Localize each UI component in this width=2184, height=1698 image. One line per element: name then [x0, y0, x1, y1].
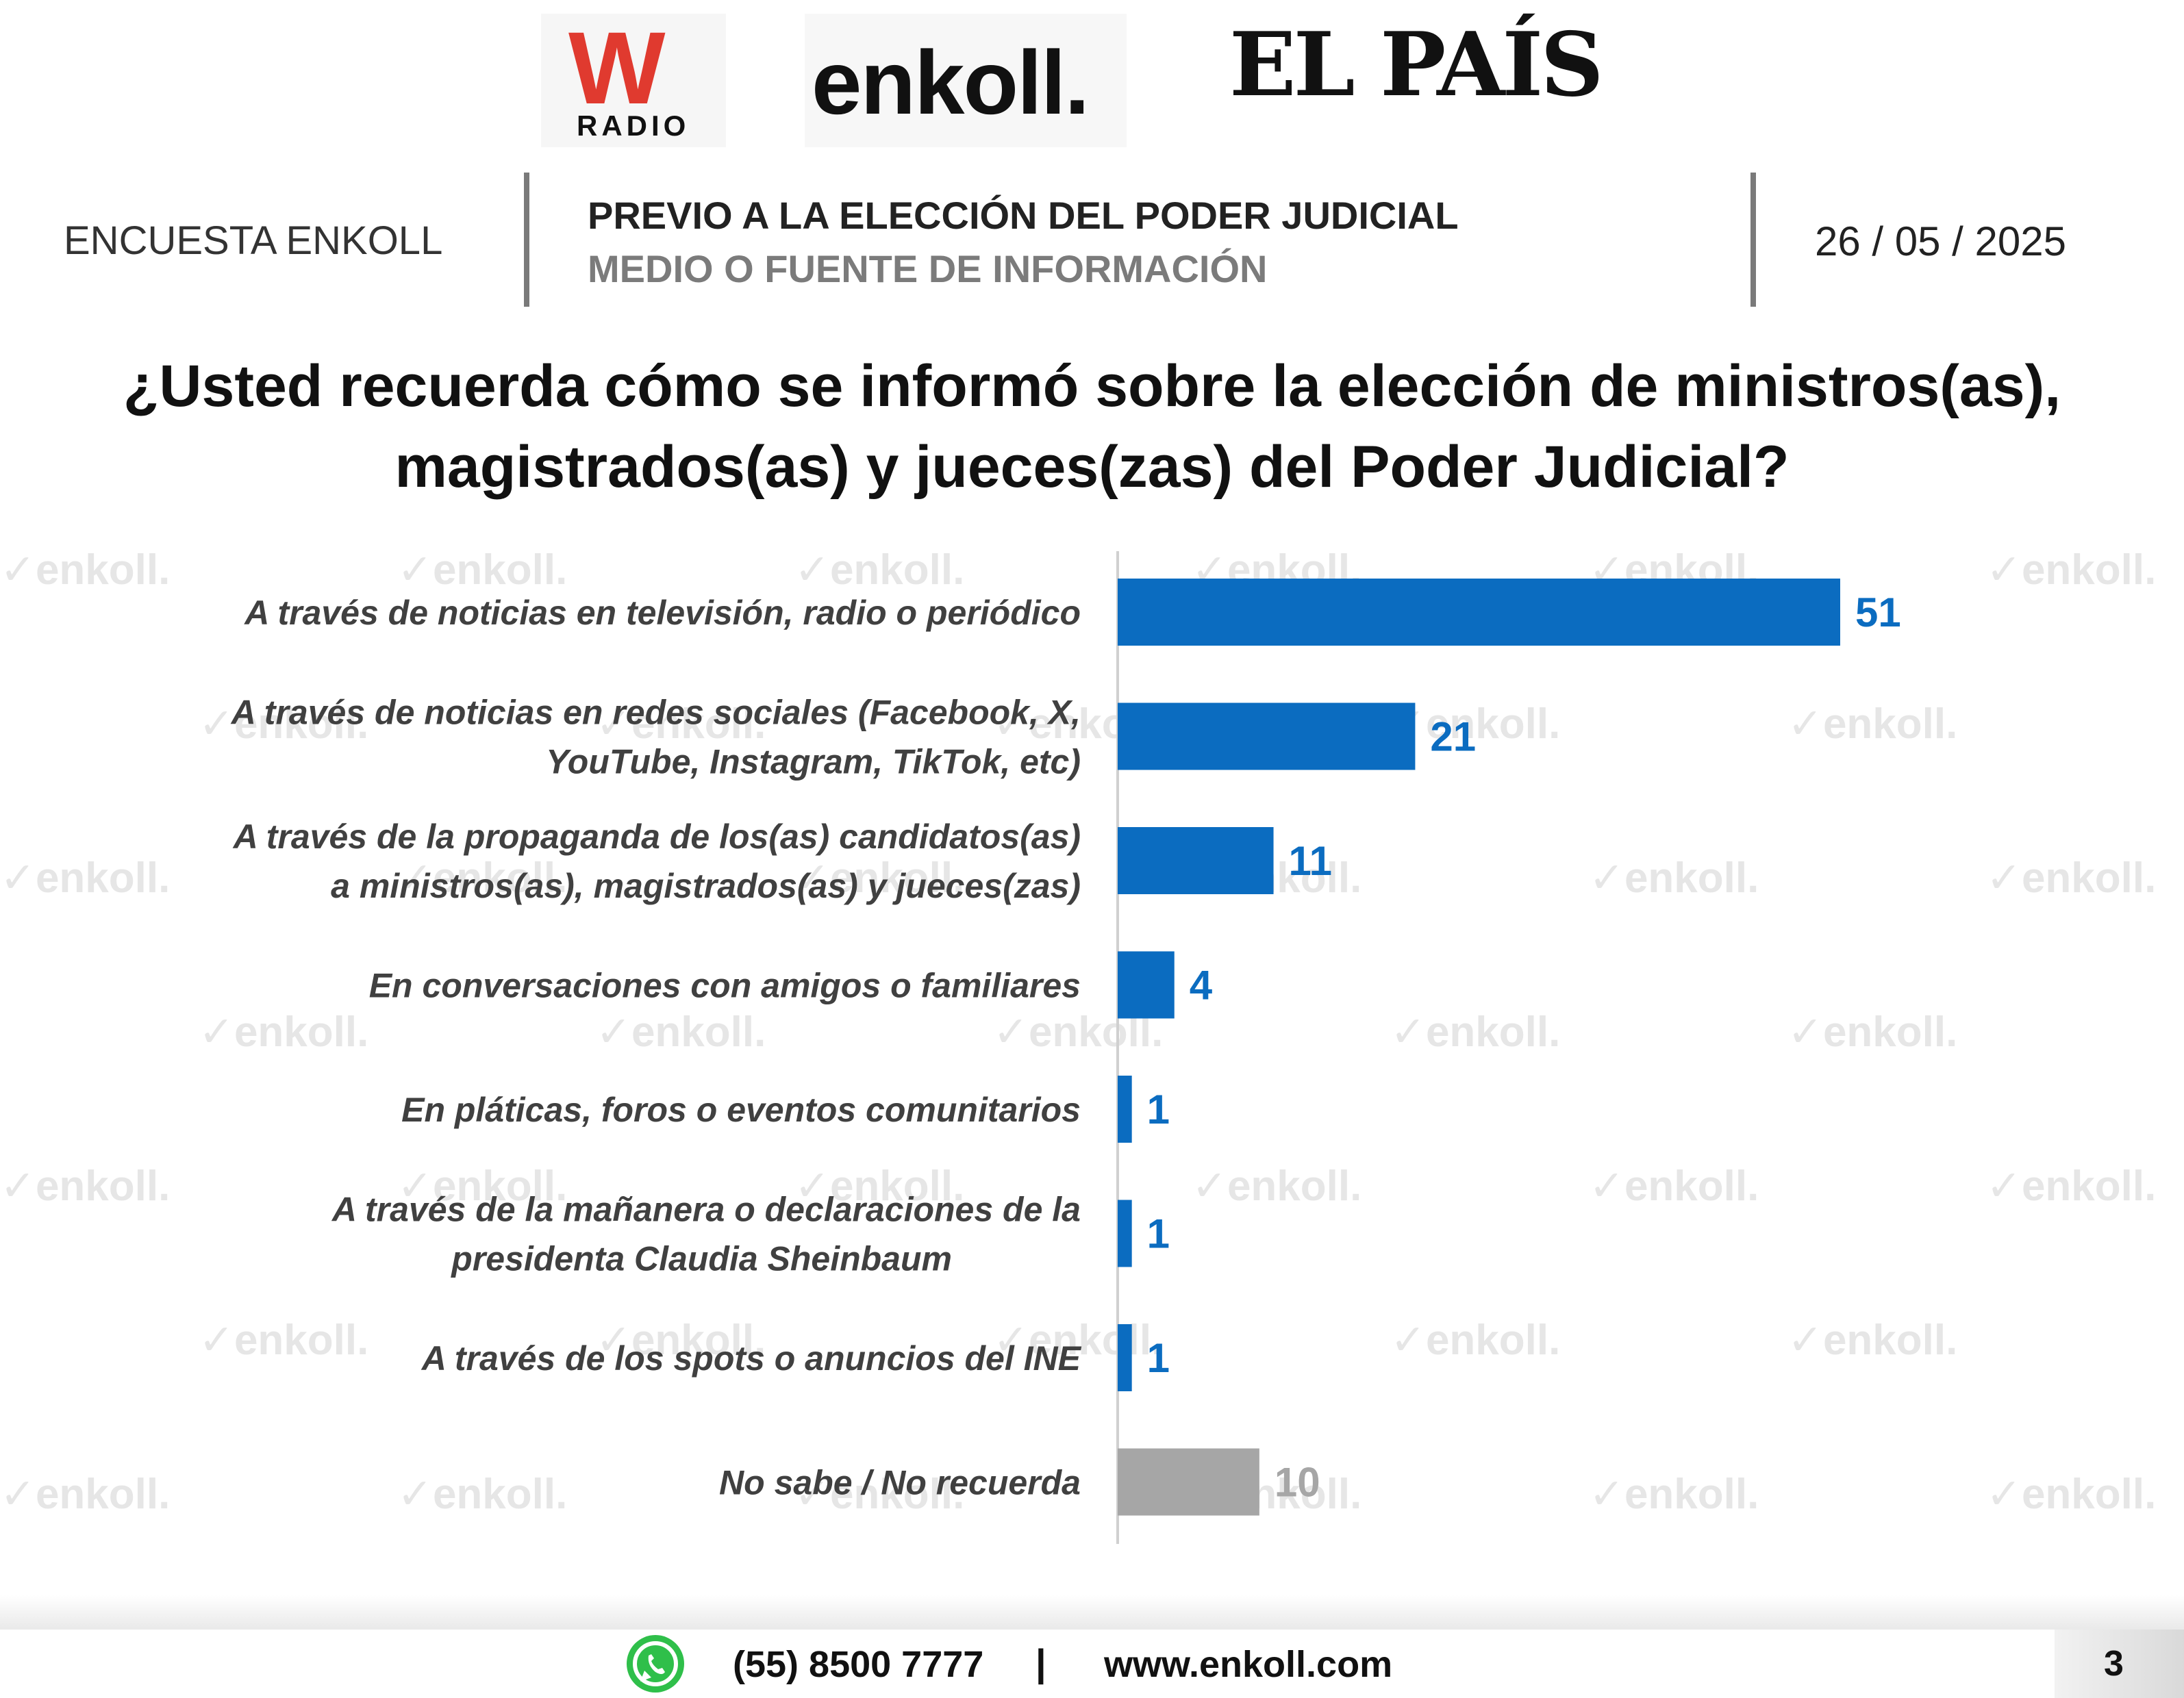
category-label: A través de los spots o anuncios del INE	[421, 1339, 1082, 1378]
enkoll-watermark: ✓enkoll.	[199, 700, 369, 748]
bar	[1118, 1076, 1132, 1143]
w-radio-mark: W	[568, 10, 666, 125]
bar-value-label: 1	[1147, 1087, 1170, 1132]
header-divider-right	[1750, 173, 1756, 307]
bar-value-label: 4	[1190, 963, 1213, 1009]
category-label: A través de noticias en redes sociales (…	[230, 694, 1081, 781]
enkoll-watermark: ✓enkoll.	[1986, 1471, 2157, 1518]
enkoll-watermark: ✓enkoll.	[1390, 1009, 1561, 1056]
enkoll-logo: enkoll.	[805, 14, 1127, 147]
footer-website[interactable]: www.enkoll.com	[1104, 1644, 1393, 1685]
header-divider-left	[524, 173, 529, 307]
enkoll-watermark: ✓enkoll.	[397, 1471, 568, 1518]
bar-value-label: 21	[1430, 714, 1476, 760]
enkoll-watermark: ✓enkoll.	[397, 1163, 568, 1210]
w-radio-sub: RADIO	[577, 110, 690, 142]
enkoll-watermark: ✓enkoll.	[1986, 546, 2157, 594]
bar	[1118, 1448, 1259, 1516]
footer-phone[interactable]: (55) 8500 7777	[733, 1644, 984, 1685]
enkoll-watermark: ✓enkoll.	[0, 1471, 171, 1518]
enkoll-watermark: ✓enkoll.	[1390, 1317, 1561, 1364]
bar-value-label: 1	[1147, 1335, 1170, 1381]
category-label: No sabe / No recuerda	[719, 1464, 1081, 1502]
enkoll-watermark: ✓enkoll.	[1589, 854, 1759, 902]
bar	[1118, 702, 1416, 770]
enkoll-watermark: ✓enkoll.	[794, 854, 965, 902]
enkoll-watermark: ✓enkoll.	[993, 1317, 1164, 1364]
survey-label: ENCUESTA ENKOLL	[64, 218, 443, 263]
enkoll-watermark: ✓enkoll.	[1589, 1471, 1759, 1518]
enkoll-watermark: ✓enkoll.	[1787, 700, 1958, 748]
enkoll-watermark: ✓enkoll.	[794, 1471, 965, 1518]
footer-shadow	[0, 1595, 2184, 1630]
category-label: A través de noticias en televisión, radi…	[243, 594, 1081, 632]
enkoll-watermark: ✓enkoll.	[1787, 1317, 1958, 1364]
el-pais-logo-text: EL PAÍS	[1229, 14, 1604, 116]
enkoll-watermark: ✓enkoll.	[596, 1317, 766, 1364]
bar-value-label: 1	[1147, 1211, 1170, 1257]
category-label: En pláticas, foros o eventos comunitario…	[401, 1091, 1081, 1129]
bar	[1118, 579, 1840, 646]
enkoll-watermark: ✓enkoll.	[199, 1317, 369, 1364]
enkoll-watermark: ✓enkoll.	[0, 546, 171, 594]
category-label: A través de la mañanera o declaraciones …	[331, 1191, 1081, 1278]
enkoll-watermark: ✓enkoll.	[1390, 700, 1561, 748]
bar	[1118, 1200, 1132, 1267]
enkoll-watermark: ✓enkoll.	[397, 854, 568, 902]
bar	[1118, 827, 1274, 894]
enkoll-watermark: ✓enkoll.	[1787, 1009, 1958, 1056]
page-number: 3	[2104, 1644, 2124, 1684]
w-radio-logo: W RADIO	[541, 14, 726, 147]
enkoll-watermark: ✓enkoll.	[794, 1163, 965, 1210]
footer	[0, 1630, 2184, 1698]
report-title: PREVIO A LA ELECCIÓN DEL PODER JUDICIAL	[588, 194, 1459, 237]
enkoll-watermark: ✓enkoll.	[1192, 1163, 1362, 1210]
enkoll-watermark: ✓enkoll.	[0, 854, 171, 902]
bar-value-label: 11	[1289, 838, 1332, 884]
bar	[1118, 951, 1175, 1019]
enkoll-watermark: ✓enkoll.	[596, 1009, 766, 1056]
survey-question: ¿Usted recuerda cómo se informó sobre la…	[123, 353, 2061, 500]
category-label: En conversaciones con amigos o familiare…	[369, 967, 1081, 1005]
page-number-box	[2055, 1630, 2184, 1698]
report-date: 26 / 05 / 2025	[1815, 218, 2066, 264]
enkoll-watermark: ✓enkoll.	[596, 700, 766, 748]
bar-chart: 51 A través de noticias en televisión, ra…	[230, 551, 1901, 1544]
enkoll-watermark: ✓enkoll.	[199, 1009, 369, 1056]
bar	[1118, 1324, 1132, 1391]
enkoll-logo-text: enkoll.	[812, 32, 1090, 133]
whatsapp-icon	[627, 1635, 684, 1693]
category-label: A través de la propaganda de los(as) can…	[232, 818, 1081, 905]
enkoll-watermark: ✓enkoll.	[0, 1163, 171, 1210]
bar-value-label: 51	[1855, 590, 1901, 635]
footer-separator: |	[1035, 1641, 1046, 1684]
enkoll-watermark: ✓enkoll.	[1986, 854, 2157, 902]
report-subtitle: MEDIO O FUENTE DE INFORMACIÓN	[588, 247, 1268, 290]
enkoll-watermark: ✓enkoll.	[397, 546, 568, 594]
enkoll-watermark: ✓enkoll.	[794, 546, 965, 594]
el-pais-logo: EL PAÍS	[1229, 14, 1640, 130]
bar-value-label: 10	[1275, 1460, 1320, 1506]
enkoll-watermark: ✓enkoll.	[1589, 1163, 1759, 1210]
enkoll-watermark: ✓enkoll.	[1986, 1163, 2157, 1210]
